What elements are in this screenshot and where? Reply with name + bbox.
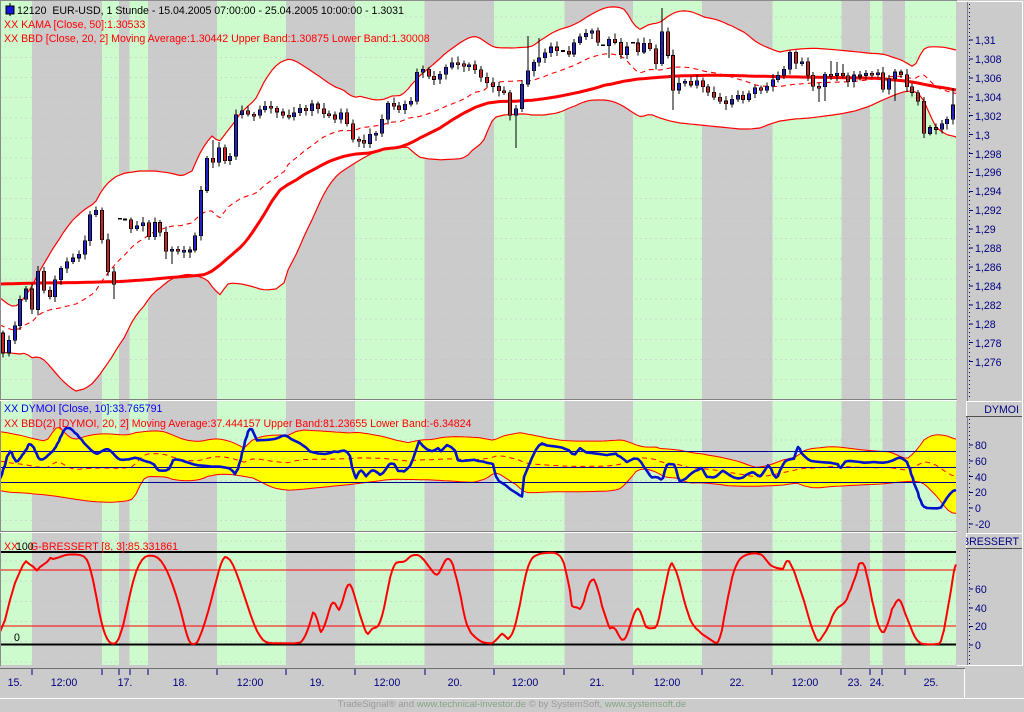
svg-text:100: 100 (16, 541, 34, 553)
svg-text:12:00: 12:00 (51, 677, 78, 689)
svg-text:60: 60 (975, 456, 987, 468)
svg-text:1,298: 1,298 (975, 149, 1002, 161)
svg-text:1,3: 1,3 (975, 130, 990, 142)
svg-text:24.: 24. (870, 677, 885, 689)
svg-text:XX KAMA [Close, 50]:1.30533: XX KAMA [Close, 50]:1.30533 (4, 19, 145, 31)
svg-text:12:00: 12:00 (237, 677, 264, 689)
svg-text:12:00: 12:00 (512, 677, 539, 689)
svg-text:XX BBD(2) [DYMOI, 20, 2] Movin: XX BBD(2) [DYMOI, 20, 2] Moving Average:… (4, 418, 472, 430)
svg-text:XX: XX (4, 541, 18, 553)
svg-text:1,292: 1,292 (975, 205, 1002, 217)
svg-text:22.: 22. (730, 677, 745, 689)
svg-text:1,306: 1,306 (975, 73, 1002, 85)
svg-text:1,288: 1,288 (975, 243, 1002, 255)
svg-text:1,278: 1,278 (975, 338, 1002, 350)
svg-text:0: 0 (14, 632, 20, 644)
svg-text:XX DYMOI [Close, 10]:33.765791: XX DYMOI [Close, 10]:33.765791 (4, 403, 163, 415)
svg-text:1,304: 1,304 (975, 92, 1002, 104)
svg-text:40: 40 (975, 472, 987, 484)
svg-text:1,296: 1,296 (975, 167, 1002, 179)
svg-text:0: 0 (975, 503, 981, 515)
svg-text:1,28: 1,28 (975, 319, 996, 331)
svg-text:-20: -20 (975, 519, 990, 531)
svg-text:12:00: 12:00 (654, 677, 681, 689)
svg-text:XX BBD [Close, 20, 2] Moving A: XX BBD [Close, 20, 2] Moving Average:1.3… (4, 33, 430, 45)
svg-text:12:00: 12:00 (374, 677, 401, 689)
svg-text:BRESSERT: BRESSERT (962, 536, 1019, 548)
svg-text:12:00: 12:00 (792, 677, 819, 689)
svg-text:19.: 19. (310, 677, 325, 689)
svg-text:TradeSignal® and www.technical: TradeSignal® and www.technical-investor.… (338, 699, 686, 710)
svg-text:1,302: 1,302 (975, 111, 1002, 123)
svg-text:20.: 20. (448, 677, 463, 689)
svg-text:20: 20 (975, 487, 987, 499)
svg-text:1,282: 1,282 (975, 300, 1002, 312)
svg-text:20: 20 (975, 621, 987, 633)
svg-text:G-BRESSERT [8, 3]:85.331861: G-BRESSERT [8, 3]:85.331861 (30, 541, 178, 553)
svg-text:1,31: 1,31 (975, 35, 996, 47)
svg-text:21.: 21. (590, 677, 605, 689)
svg-text:1,308: 1,308 (975, 54, 1002, 66)
svg-text:23.: 23. (848, 677, 863, 689)
svg-text:17.: 17. (118, 677, 133, 689)
svg-text:15.: 15. (8, 677, 23, 689)
svg-text:0: 0 (975, 640, 981, 652)
svg-text:1,284: 1,284 (975, 281, 1002, 293)
svg-text:40: 40 (975, 603, 987, 615)
svg-text:12120 EUR-USD, 1 Stunde - 15.: 12120 EUR-USD, 1 Stunde - 15.04.2005 07:… (17, 5, 404, 17)
svg-text:1,276: 1,276 (975, 357, 1002, 369)
svg-text:25.: 25. (924, 677, 939, 689)
svg-text:1,294: 1,294 (975, 186, 1002, 198)
svg-text:1,286: 1,286 (975, 262, 1002, 274)
svg-text:DYMOI: DYMOI (984, 404, 1019, 416)
svg-text:60: 60 (975, 584, 987, 596)
svg-text:1,29: 1,29 (975, 224, 996, 236)
svg-text:18.: 18. (173, 677, 188, 689)
svg-text:80: 80 (975, 440, 987, 452)
